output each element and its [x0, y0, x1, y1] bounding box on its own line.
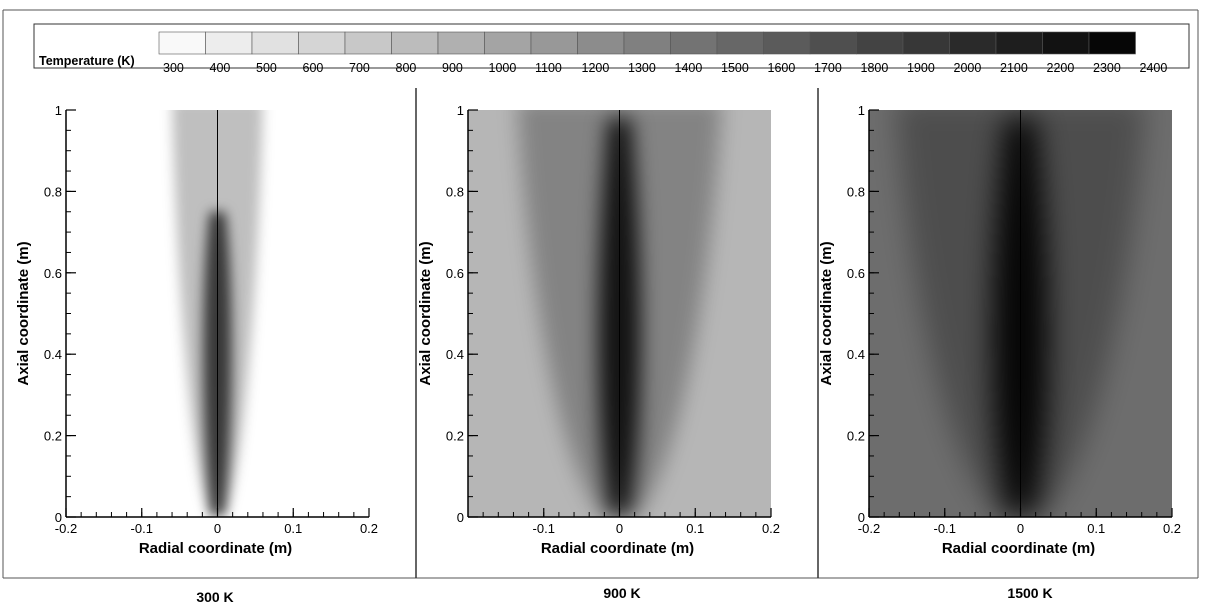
- y-tick-label: 0.4: [847, 347, 865, 362]
- colorbar-tick-labels: 300 400 500 600 700 800 900 1000 1100 1200 1300 140…: [163, 61, 1167, 75]
- colorbar-swatch: [902, 31, 950, 55]
- y-tick-label: 0.4: [446, 347, 464, 362]
- x-axis-title: Radial coordinate (m): [541, 540, 694, 557]
- colorbar-swatch: [716, 31, 764, 55]
- y-tick-label: 0.2: [44, 429, 62, 444]
- contour-panel-3: -0.2 -0.1 0 0.1 0.2 0 0.2 0.4 0.6 0.8 1 Radial coor…: [818, 103, 1181, 601]
- colorbar-swatch: [577, 31, 625, 55]
- y-tick-label: 0.6: [44, 266, 62, 281]
- colorbar-swatches: [158, 31, 1136, 55]
- x-tick-label: 0.1: [284, 521, 302, 536]
- y-tick-label: 0.8: [847, 184, 865, 199]
- colorbar-swatch: [205, 31, 253, 55]
- y-tick-label: 0.4: [44, 347, 62, 362]
- y-tick-label: 1: [858, 103, 865, 118]
- colorbar-swatch: [763, 31, 811, 55]
- panel-label: 1500 K: [1007, 585, 1052, 601]
- x-tick-label: 0: [214, 521, 221, 536]
- colorbar-tick-label: 1500: [721, 61, 749, 75]
- colorbar-swatch: [251, 31, 299, 55]
- panel-label: 300 K: [196, 589, 233, 604]
- contour-panel-1: -0.2 -0.1 0 0.1 0.2 0 0.2 0.4 0.6 0.8 1 Radial coor…: [15, 103, 378, 604]
- x-tick-label: 0.2: [762, 521, 780, 536]
- colorbar-swatch: [391, 31, 439, 55]
- contour-panel-2: -0.1 0 0.1 0.2 0 0.2 0.4 0.6 0.8 1 Radial coordina…: [417, 103, 780, 601]
- colorbar-tick-label: 2100: [1000, 61, 1028, 75]
- colorbar-tick-label: 2200: [1047, 61, 1075, 75]
- y-tick-label: 0: [55, 510, 62, 525]
- x-tick-label: -0.1: [131, 521, 153, 536]
- x-tick-label: 0: [1017, 521, 1024, 536]
- x-tick-label: -0.2: [55, 521, 77, 536]
- colorbar-tick-label: 1400: [675, 61, 703, 75]
- colorbar-swatch: [670, 31, 718, 55]
- y-tick-label: 0: [457, 510, 464, 525]
- colorbar-tick-label: 1700: [814, 61, 842, 75]
- y-tick-label: 0.6: [847, 266, 865, 281]
- colorbar-swatch: [623, 31, 671, 55]
- colorbar-tick-label: 600: [303, 61, 324, 75]
- colorbar-swatch: [344, 31, 392, 55]
- y-axis-title: Axial coordinate (m): [417, 241, 434, 385]
- colorbar-tick-label: 1600: [768, 61, 796, 75]
- colorbar-swatch: [530, 31, 578, 55]
- colorbar-swatch: [856, 31, 904, 55]
- colorbar-title: Temperature (K): [39, 54, 135, 68]
- y-axis-title: Axial coordinate (m): [818, 241, 835, 385]
- colorbar-tick-label: 1900: [907, 61, 935, 75]
- colorbar-tick-label: 2000: [954, 61, 982, 75]
- colorbar-tick-label: 300: [163, 61, 184, 75]
- y-tick-label: 0.8: [446, 184, 464, 199]
- colorbar-swatch: [158, 31, 206, 55]
- colorbar-tick-label: 700: [349, 61, 370, 75]
- y-axis-title: Axial coordinate (m): [15, 241, 32, 385]
- colorbar-tick-label: 900: [442, 61, 463, 75]
- y-tick-label: 0: [858, 510, 865, 525]
- panel-label: 900 K: [603, 585, 640, 601]
- y-tick-label: 0.8: [44, 184, 62, 199]
- x-tick-label: 0.2: [1163, 521, 1181, 536]
- y-tick-label: 0.2: [847, 429, 865, 444]
- y-tick-label: 0.6: [446, 266, 464, 281]
- colorbar-tick-label: 2400: [1140, 61, 1168, 75]
- x-tick-label: -0.1: [934, 521, 956, 536]
- colorbar-swatch: [995, 31, 1043, 55]
- colorbar-tick-label: 800: [396, 61, 417, 75]
- colorbar-swatch: [484, 31, 532, 55]
- y-tick-label: 1: [55, 103, 62, 118]
- x-axis-title: Radial coordinate (m): [139, 540, 292, 557]
- contour-panels: -0.2 -0.1 0 0.1 0.2 0 0.2 0.4 0.6 0.8 1 Radial coor…: [15, 103, 1181, 604]
- colorbar-legend: Temperature (K) 300 400 500 600 700 800 900 100…: [33, 23, 1190, 75]
- colorbar-swatch: [1088, 31, 1136, 55]
- colorbar-tick-label: 400: [210, 61, 231, 75]
- colorbar-tick-label: 1100: [535, 61, 562, 75]
- colorbar-swatch: [298, 31, 346, 55]
- x-tick-label: -0.2: [858, 521, 880, 536]
- colorbar-tick-label: 1000: [489, 61, 517, 75]
- x-tick-label: 0.2: [360, 521, 378, 536]
- colorbar-swatch: [949, 31, 997, 55]
- x-tick-label: 0: [616, 521, 623, 536]
- y-tick-label: 0.2: [446, 429, 464, 444]
- colorbar-swatch: [1042, 31, 1090, 55]
- colorbar-tick-label: 1800: [861, 61, 889, 75]
- colorbar-tick-label: 2300: [1093, 61, 1121, 75]
- y-tick-label: 1: [457, 103, 464, 118]
- colorbar-swatch: [809, 31, 857, 55]
- x-tick-label: 0.1: [686, 521, 704, 536]
- colorbar-swatch: [437, 31, 485, 55]
- x-tick-label: 0.1: [1087, 521, 1105, 536]
- x-tick-label: -0.1: [533, 521, 555, 536]
- colorbar-tick-label: 500: [256, 61, 277, 75]
- colorbar-tick-label: 1300: [628, 61, 656, 75]
- x-axis-title: Radial coordinate (m): [942, 540, 1095, 557]
- colorbar-tick-label: 1200: [582, 61, 610, 75]
